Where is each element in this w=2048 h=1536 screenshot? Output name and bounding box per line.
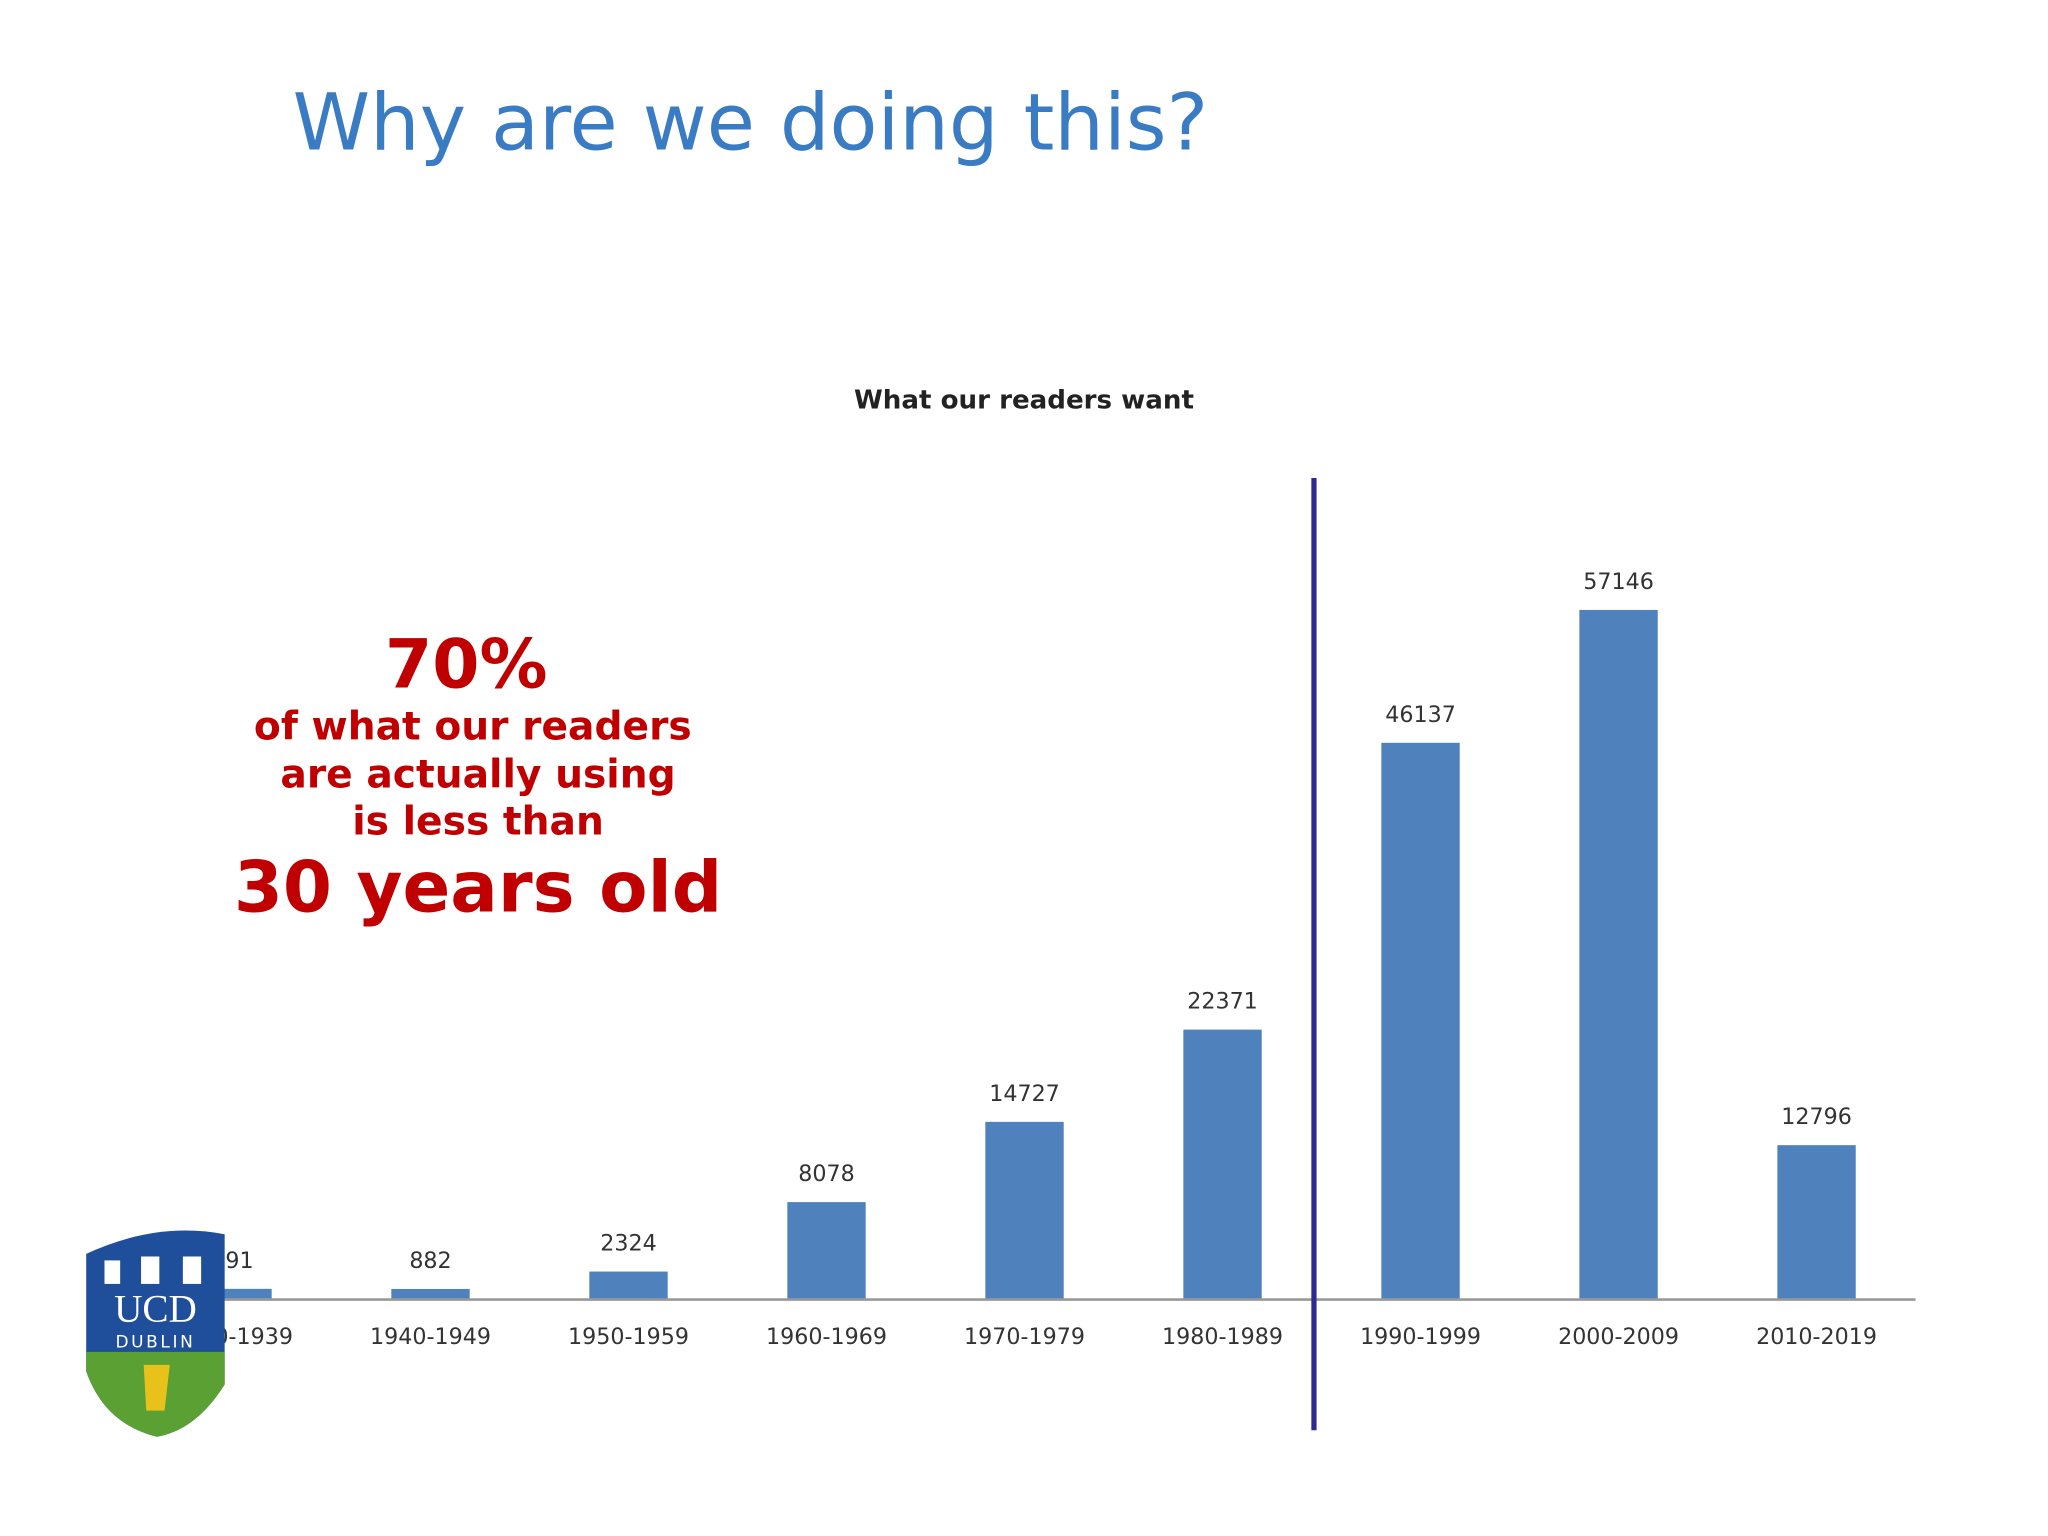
value-label: 882 <box>409 1248 451 1274</box>
value-label: 8078 <box>798 1161 854 1187</box>
x-tick-label: 1970-1979 <box>964 1324 1085 1350</box>
logo-tower <box>104 1260 121 1284</box>
chart-title: What our readers want <box>854 385 1194 415</box>
annotation-line: is less than <box>352 800 604 845</box>
x-tick-label: 1990-1999 <box>1360 1324 1481 1350</box>
logo-tower <box>141 1256 160 1284</box>
logo-place: DUBLIN <box>115 1333 195 1353</box>
x-tick-label: 1950-1959 <box>568 1324 689 1350</box>
x-tick-label: 2000-2009 <box>1558 1324 1679 1350</box>
annotation-big: 70% <box>385 625 548 704</box>
value-label: 46137 <box>1385 702 1456 728</box>
bar <box>985 1121 1064 1300</box>
bar <box>1579 609 1658 1300</box>
logo-name: UCD <box>114 1288 197 1331</box>
bar <box>787 1202 866 1300</box>
slide-title: Why are we doing this? <box>293 77 1209 168</box>
x-tick-label: 2010-2019 <box>1756 1324 1877 1350</box>
bar <box>1381 742 1460 1300</box>
bar <box>193 1288 272 1300</box>
value-label: 2324 <box>600 1231 656 1257</box>
value-label: 12796 <box>1781 1104 1852 1130</box>
bar <box>589 1271 668 1300</box>
value-label: 14727 <box>989 1081 1060 1107</box>
x-tick-label: 1940-1949 <box>370 1324 491 1350</box>
plot: 8911930-19398821940-194923241950-1959807… <box>172 569 1916 1350</box>
value-label: 22371 <box>1187 989 1258 1015</box>
value-label: 57146 <box>1583 569 1654 595</box>
annotation-line: are actually using <box>280 753 675 798</box>
annotation-emphasis: 30 years old <box>234 847 722 929</box>
logo-tower <box>182 1256 202 1284</box>
bar <box>391 1288 470 1300</box>
x-tick-label: 1960-1969 <box>766 1324 887 1350</box>
x-tick-label: 1980-1989 <box>1162 1324 1283 1350</box>
bar <box>1777 1145 1856 1300</box>
bar <box>1183 1029 1262 1300</box>
logo: UCD DUBLIN <box>86 1230 225 1437</box>
annotation-line: of what our readers <box>254 704 692 749</box>
logo-harp <box>143 1364 170 1411</box>
